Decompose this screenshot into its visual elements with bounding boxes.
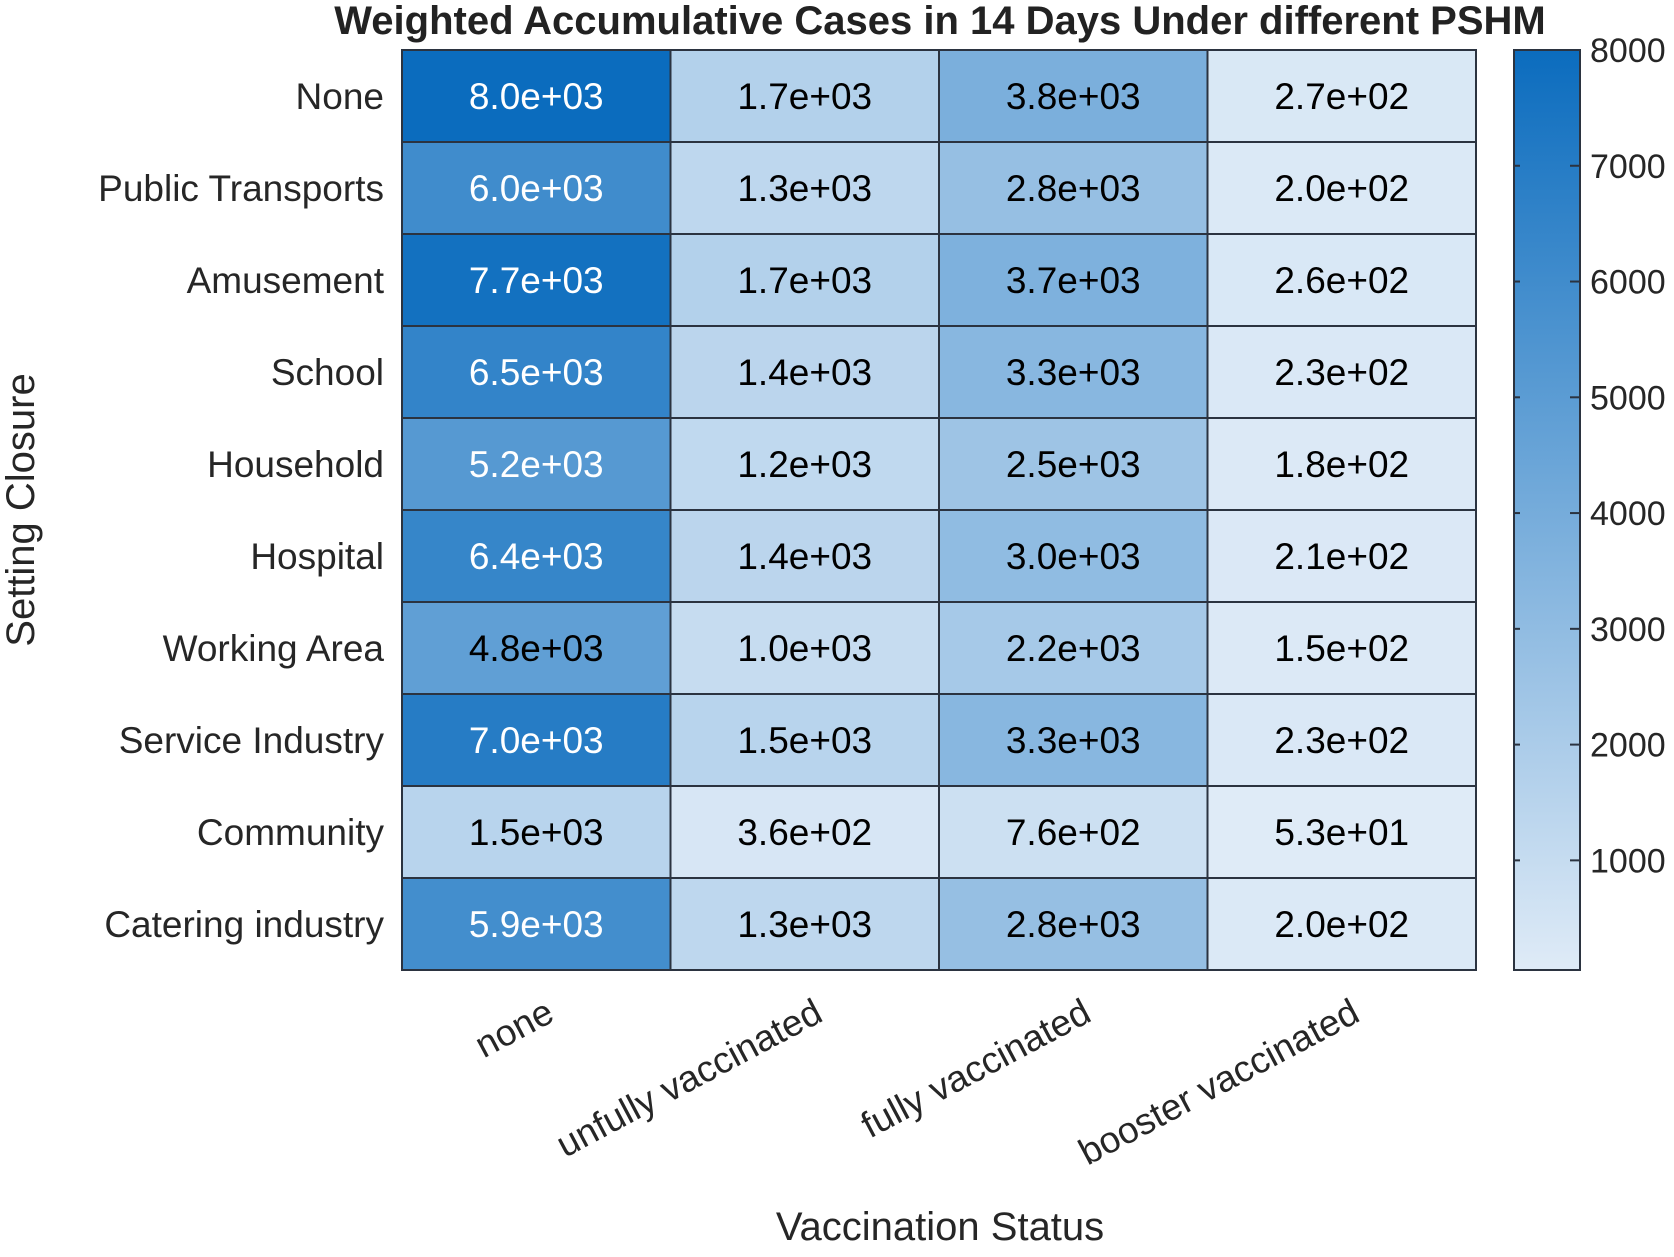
y-tick-labels: None Public Transports Amusement School Hous… [98, 76, 385, 945]
cell-value-label: 6.4e+03 [469, 536, 604, 577]
cell-value-label: 2.1e+02 [1274, 536, 1409, 577]
y-tick-label-catering-industry: Catering industry [104, 904, 384, 945]
cell-value-label: 3.3e+03 [1006, 720, 1141, 761]
x-axis-title: Vaccination Status [776, 1205, 1104, 1249]
heatmap-cell-hospital-none [401, 509, 672, 603]
cell-value-label: 1.0e+03 [737, 628, 872, 669]
colorbar-tick-label: 1000 [1590, 842, 1666, 880]
heatmap-cell-catering-industry-booster-vaccinated [1206, 877, 1477, 971]
heatmap-cell-hospital-fully-vaccinated [938, 509, 1209, 603]
cell-value-label: 2.8e+03 [1006, 904, 1141, 945]
y-tick-label-school: School [271, 352, 384, 393]
cell-value-label: 8.0e+03 [469, 76, 604, 117]
cell-value-label: 2.3e+02 [1274, 352, 1409, 393]
heatmap-cell-service-industry-fully-vaccinated [938, 693, 1209, 787]
cell-value-label: 7.6e+02 [1006, 812, 1141, 853]
cell-value-label: 1.4e+03 [737, 536, 872, 577]
cell-value-label: 1.3e+03 [737, 168, 872, 209]
cell-value-label: 2.0e+02 [1274, 168, 1409, 209]
y-tick-label-community: Community [197, 812, 385, 853]
cell-value-label: 2.7e+02 [1274, 76, 1409, 117]
cell-value-label: 5.9e+03 [469, 904, 604, 945]
colorbar-tick-label: 2000 [1590, 727, 1666, 765]
cell-value-label: 3.8e+03 [1006, 76, 1141, 117]
y-tick-label-public-transports: Public Transports [98, 168, 384, 209]
cell-value-label: 7.7e+03 [469, 260, 604, 301]
cell-value-label: 2.6e+02 [1274, 260, 1409, 301]
cell-value-label: 2.2e+03 [1006, 628, 1141, 669]
heatmap-cell-amusement-booster-vaccinated [1206, 233, 1477, 327]
y-axis-title: Setting Closure [0, 373, 43, 646]
cell-value-label: 1.4e+03 [737, 352, 872, 393]
heatmap-cell-catering-industry-fully-vaccinated [938, 877, 1209, 971]
heatmap-cell-amusement-unfully-vaccinated [669, 233, 940, 327]
cell-value-label: 2.3e+02 [1274, 720, 1409, 761]
cell-value-label: 3.0e+03 [1006, 536, 1141, 577]
y-tick-label-working-area: Working Area [163, 628, 385, 669]
heatmap-cell-public-transports-booster-vaccinated [1206, 141, 1477, 235]
heatmap-cell-household-unfully-vaccinated [669, 417, 940, 511]
chart-title: Weighted Accumulative Cases in 14 Days U… [334, 0, 1545, 43]
heatmap-cell-community-booster-vaccinated [1206, 785, 1477, 879]
cell-value-label: 1.2e+03 [737, 444, 872, 485]
colorbar-tick-label: 4000 [1590, 495, 1666, 533]
colorbar-tick-label: 3000 [1590, 611, 1666, 649]
x-tick-label-booster-vaccinated: booster vaccinated [1072, 991, 1365, 1173]
cell-value-label: 1.8e+02 [1274, 444, 1409, 485]
heatmap-cell-hospital-unfully-vaccinated [669, 509, 940, 603]
heatmap-border [401, 49, 1477, 971]
heatmap-cell-none-booster-vaccinated [1206, 49, 1477, 143]
cell-value-label: 1.5e+03 [469, 812, 604, 853]
cell-value-label: 7.0e+03 [469, 720, 604, 761]
colorbar: 1000 2000 3000 4000 5000 6000 7000 8000 [1513, 32, 1666, 971]
cell-value-label: 6.5e+03 [469, 352, 604, 393]
heatmap-cell-catering-industry-unfully-vaccinated [669, 877, 940, 971]
y-tick-label-amusement: Amusement [187, 260, 385, 301]
cell-value-label: 5.3e+01 [1274, 812, 1409, 853]
cell-value-label: 1.7e+03 [737, 260, 872, 301]
colorbar-gradient [1513, 49, 1581, 971]
cell-value-label: 5.2e+03 [469, 444, 604, 485]
colorbar-tick-label: 6000 [1590, 264, 1666, 302]
heatmap-cell-working-area-fully-vaccinated [938, 601, 1209, 695]
y-tick-label-service-industry: Service Industry [119, 720, 385, 761]
heatmap-cell-school-unfully-vaccinated [669, 325, 940, 419]
cell-value-label: 6.0e+03 [469, 168, 604, 209]
y-tick-label-none: None [296, 76, 384, 117]
heatmap-cell-none-none [401, 49, 672, 143]
heatmap-cell-school-booster-vaccinated [1206, 325, 1477, 419]
x-tick-label-fully-vaccinated: fully vaccinated [854, 991, 1097, 1146]
colorbar-tick-label: 8000 [1590, 32, 1666, 70]
cell-value-label: 4.8e+03 [469, 628, 604, 669]
cell-value-label: 2.0e+02 [1274, 904, 1409, 945]
heatmap-cell-household-booster-vaccinated [1206, 417, 1477, 511]
heatmap-cell-working-area-none [401, 601, 672, 695]
heatmap-cell-none-unfully-vaccinated [669, 49, 940, 143]
cell-value-label: 1.5e+03 [737, 720, 872, 761]
y-tick-label-hospital: Hospital [250, 536, 384, 577]
heatmap-cells: 8.0e+03 1.7e+03 3.8e+03 2.7e+02 6.0e+03 1.3e+… [401, 49, 1477, 971]
colorbar-tick-label: 5000 [1590, 379, 1666, 417]
heatmap-cell-household-fully-vaccinated [938, 417, 1209, 511]
x-tick-label-unfully-vaccinated: unfully vaccinated [550, 991, 829, 1165]
cell-value-label: 3.3e+03 [1006, 352, 1141, 393]
colorbar-tick-label: 7000 [1590, 148, 1666, 186]
cell-value-label: 2.8e+03 [1006, 168, 1141, 209]
cell-value-label: 2.5e+03 [1006, 444, 1141, 485]
cell-value-label: 3.6e+02 [737, 812, 872, 853]
heatmap-cell-public-transports-unfully-vaccinated [669, 141, 940, 235]
cell-value-label: 1.7e+03 [737, 76, 872, 117]
heatmap-cell-service-industry-none [401, 693, 672, 787]
x-tick-label-none: none [468, 991, 560, 1066]
heatmap-cell-catering-industry-none [401, 877, 672, 971]
heatmap-cell-working-area-booster-vaccinated [1206, 601, 1477, 695]
cell-value-label: 3.7e+03 [1006, 260, 1141, 301]
y-tick-label-household: Household [207, 444, 384, 485]
cell-value-label: 1.5e+02 [1274, 628, 1409, 669]
cell-value-label: 1.3e+03 [737, 904, 872, 945]
